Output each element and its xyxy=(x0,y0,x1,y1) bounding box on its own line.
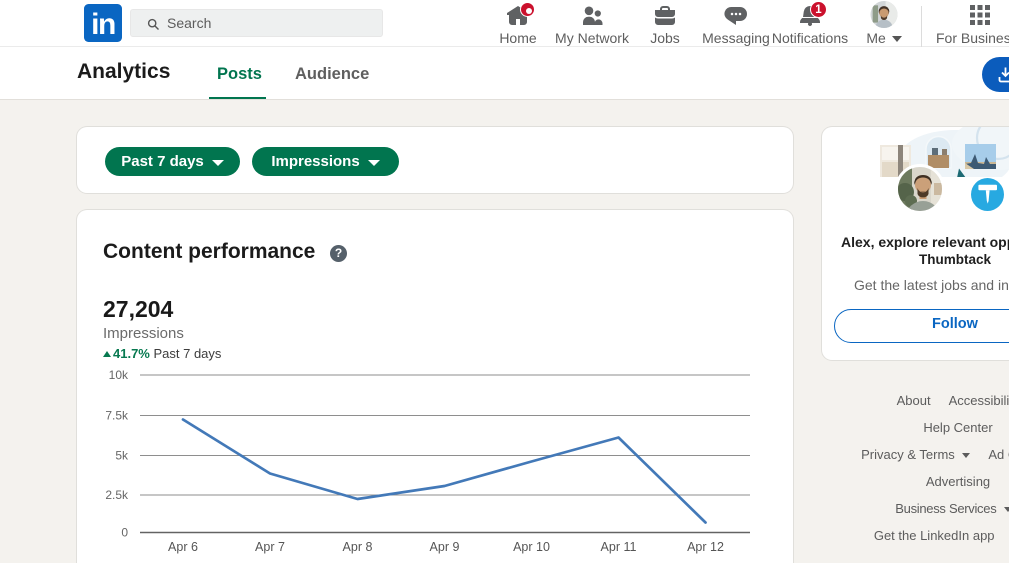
svg-text:5k: 5k xyxy=(115,449,129,463)
svg-text:Apr 12: Apr 12 xyxy=(687,540,724,554)
svg-text:Apr 10: Apr 10 xyxy=(513,540,550,554)
svg-text:Apr 6: Apr 6 xyxy=(168,540,198,554)
svg-text:Apr 8: Apr 8 xyxy=(343,540,373,554)
svg-text:Apr 11: Apr 11 xyxy=(601,540,637,554)
svg-text:Apr 9: Apr 9 xyxy=(430,540,460,554)
svg-text:0: 0 xyxy=(121,526,128,540)
svg-text:10k: 10k xyxy=(109,368,129,382)
svg-text:2.5k: 2.5k xyxy=(105,488,129,502)
svg-text:Apr 7: Apr 7 xyxy=(255,540,285,554)
svg-text:7.5k: 7.5k xyxy=(105,409,129,423)
